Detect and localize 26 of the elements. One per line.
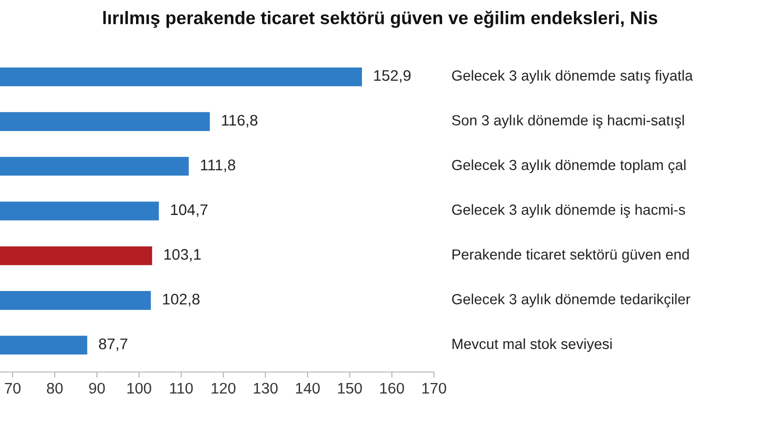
data-label: 111,8 (201, 160, 236, 172)
x-tick-label: 70 (4, 382, 21, 394)
chart-title: lırılmış perakende ticaret sektörü güven ve eğilim endeksleri, Nis (103, 10, 658, 28)
data-label: 104,7 (171, 204, 208, 217)
data-label: 152,9 (374, 70, 411, 83)
y-tick-label: Perakende ticaret sektörü güven end (452, 248, 689, 263)
data-label: 87,7 (98, 338, 128, 352)
x-tick-label: 140 (296, 382, 320, 394)
y-tick-label: Gelecek 3 aylık dönemde iş hacmi-s (452, 204, 686, 218)
data-label: 116,8 (222, 114, 258, 128)
x-tick-label: 170 (422, 382, 446, 394)
x-tick-label: 90 (89, 382, 105, 394)
x-tick-label: 160 (380, 382, 404, 394)
y-tick-label: Gelecek 3 aylık dönemde tedarikçiler (452, 294, 690, 308)
x-tick-label: 130 (254, 382, 278, 394)
x-tick-label: 80 (46, 382, 63, 394)
x-tick-label: 120 (212, 382, 236, 394)
data-label: 102,8 (163, 294, 200, 306)
x-tick-label: 100 (127, 382, 152, 394)
y-tick-label: Mevcut mal stok seviyesi (452, 338, 612, 352)
y-tick-label: Gelecek 3 aylık dönemde satış fiyatla (452, 70, 693, 84)
y-tick-label: Gelecek 3 aylık dönemde toplam çal (452, 159, 686, 174)
y-tick-label: Son 3 aylık dönemde iş hacmi-satışl (452, 114, 684, 128)
x-tick-label: 150 (338, 382, 362, 394)
data-label: 103,1 (164, 249, 201, 262)
x-tick-label: 110 (170, 382, 193, 394)
